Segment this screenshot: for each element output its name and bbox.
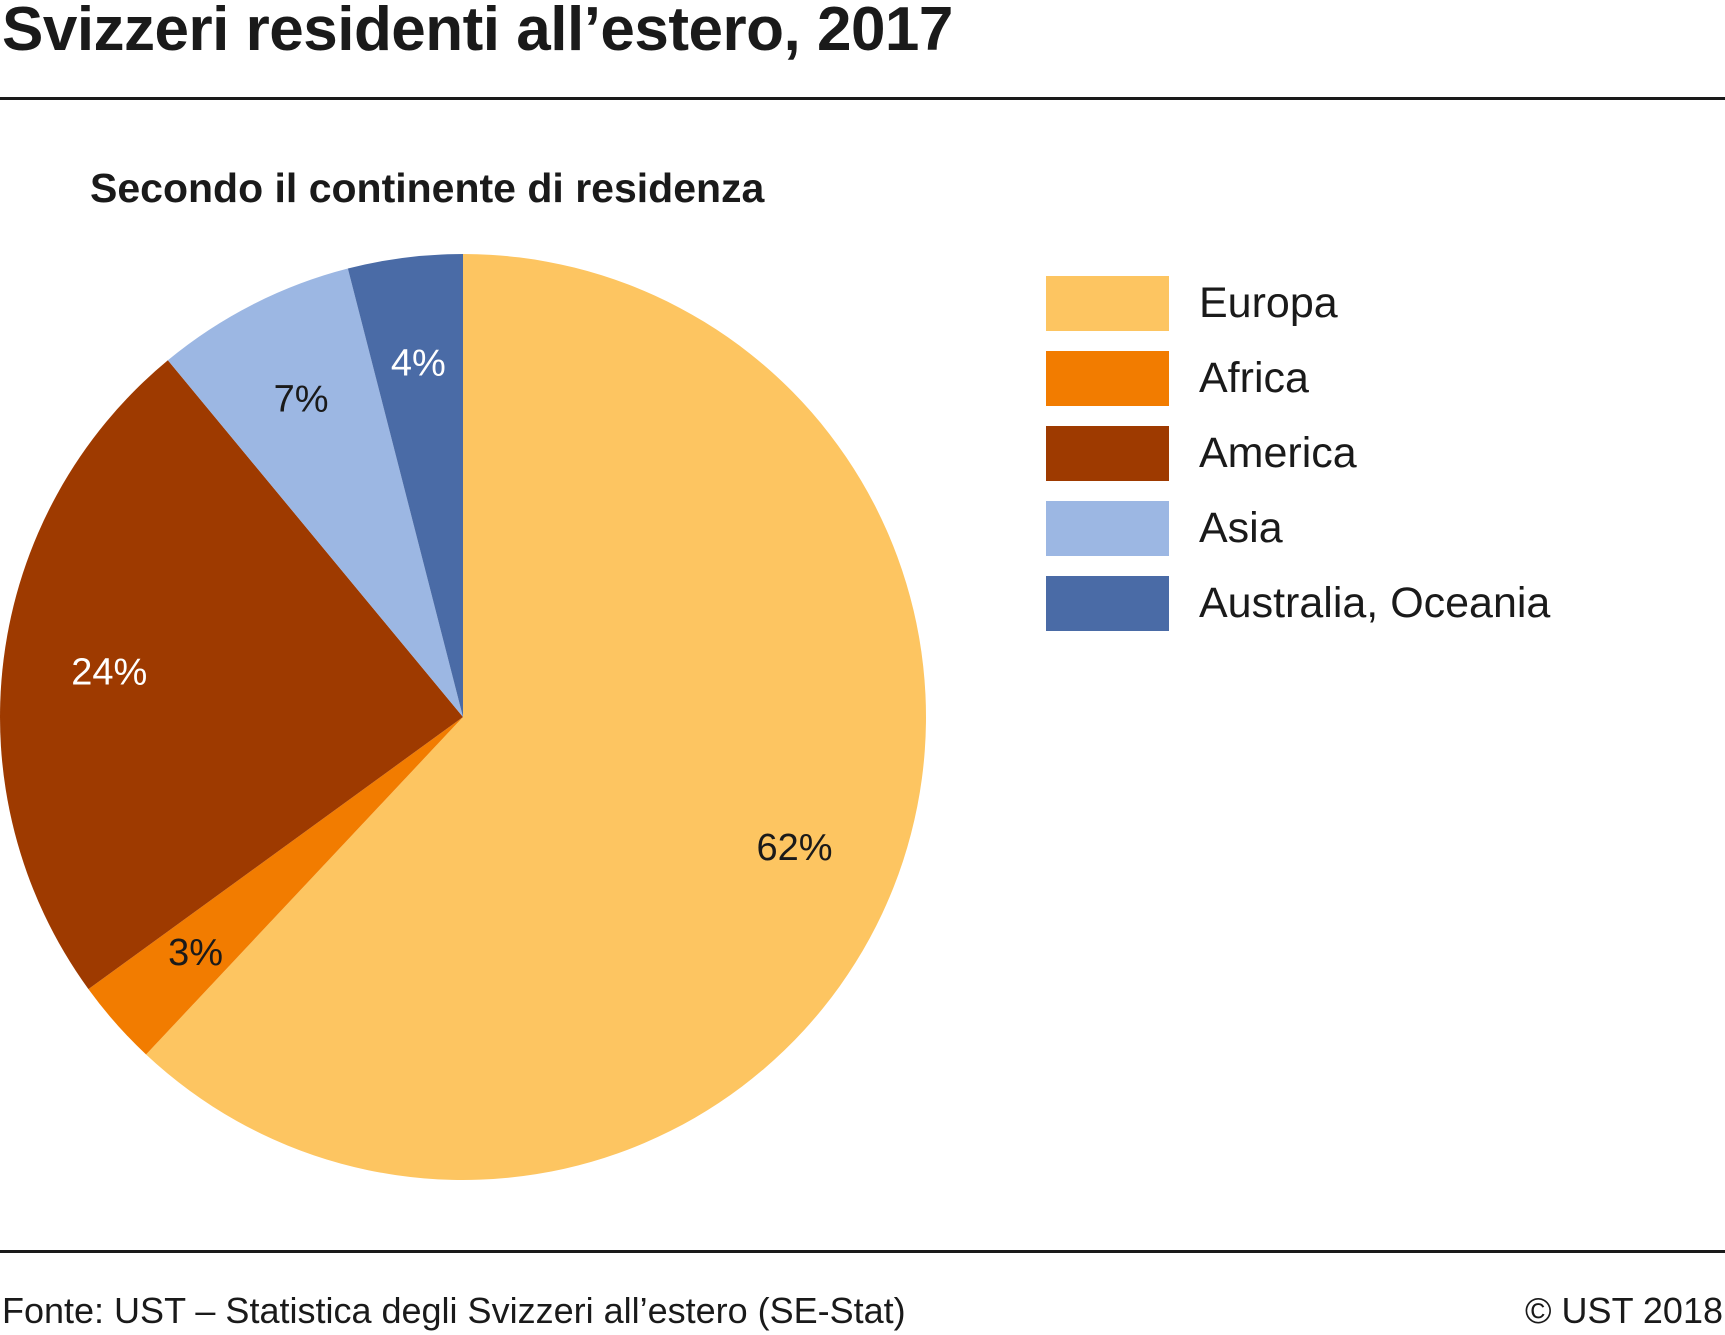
legend-swatch [1046, 351, 1169, 406]
slice-label: 24% [71, 651, 147, 693]
chart-subtitle: Secondo il continente di residenza [90, 165, 765, 211]
legend-label: America [1199, 429, 1357, 477]
legend-swatch [1046, 576, 1169, 631]
slice-label: 4% [391, 342, 446, 384]
legend-label: Africa [1199, 354, 1309, 402]
title-divider [0, 97, 1725, 100]
chart-title: Svizzeri residenti all’estero, 2017 [2, 0, 953, 64]
pie-slice-america [0, 360, 463, 990]
footer-divider [0, 1250, 1725, 1253]
slice-label: 3% [168, 932, 223, 974]
source-note: Fonte: UST – Statistica degli Svizzeri a… [2, 1290, 906, 1331]
pie-slice-australia-oceania [347, 254, 463, 717]
pie-slice-europa [146, 254, 927, 1181]
pie-slice-asia [167, 268, 464, 717]
legend-swatch [1046, 426, 1169, 481]
copyright-note: © UST 2018 [1525, 1290, 1723, 1331]
slice-label: 62% [756, 827, 832, 869]
legend-swatch [1046, 276, 1169, 331]
legend-label: Asia [1199, 504, 1283, 552]
slice-label: 7% [274, 378, 329, 420]
legend-label: Australia, Oceania [1199, 579, 1551, 627]
legend-label: Europa [1199, 279, 1338, 327]
legend-swatch [1046, 501, 1169, 556]
pie-slice-africa [88, 717, 463, 1055]
